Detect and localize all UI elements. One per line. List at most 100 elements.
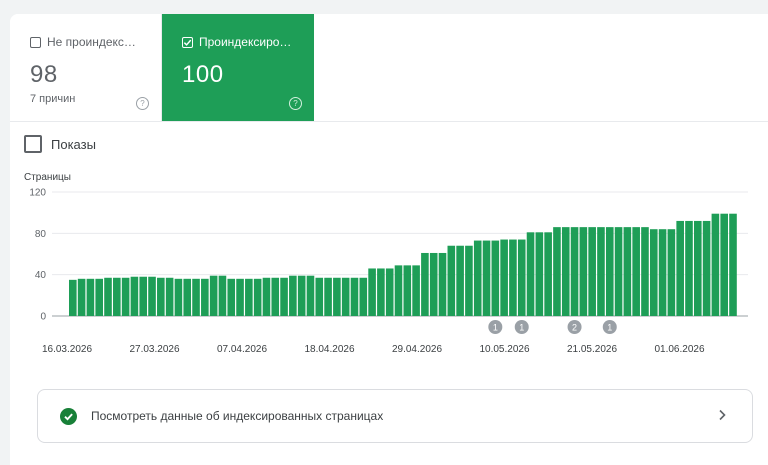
bar: [605, 227, 614, 316]
bar: [720, 213, 728, 316]
bar: [632, 227, 640, 316]
annotation-label: 1: [607, 322, 612, 332]
tab-indexed[interactable]: Проиндексирова… 100 ?: [162, 14, 314, 121]
indexed-pages-chart: 0 40 80 120 1 1 2 1 16.03.2026 27.03.2026 07.04.20…: [29, 188, 748, 355]
bar: [77, 278, 86, 316]
bar: [253, 278, 262, 316]
bar: [711, 213, 720, 316]
bar: [597, 227, 605, 316]
bar: [438, 252, 447, 316]
y-tick-label: 80: [35, 229, 47, 240]
bar: [262, 277, 271, 316]
bar: [526, 232, 535, 316]
help-icon[interactable]: ?: [289, 97, 302, 110]
bar: [658, 229, 667, 316]
chevron-right-icon: [718, 408, 726, 424]
divider: [10, 121, 768, 122]
bar: [341, 277, 350, 316]
bar: [614, 227, 623, 316]
bar: [113, 277, 121, 316]
tab-not-indexed-label: Не проиндексир…: [47, 35, 141, 49]
bar: [676, 220, 684, 316]
bar: [148, 276, 156, 316]
bar: [517, 239, 526, 316]
annotation-label: 2: [572, 322, 577, 332]
bar: [544, 232, 552, 316]
bar: [333, 277, 341, 316]
bar: [482, 240, 491, 316]
bar: [509, 239, 517, 316]
x-tick-label: 18.04.2026: [304, 344, 354, 355]
status-tabs: Не проиндексир… 98 7 причин ? Проиндекси…: [10, 14, 768, 121]
bar: [588, 227, 596, 316]
y-axis-label: Страницы: [24, 172, 71, 183]
tab-not-indexed[interactable]: Не проиндексир… 98 7 причин ?: [10, 14, 162, 121]
bar: [174, 278, 183, 316]
bar: [561, 227, 570, 316]
bar: [130, 276, 139, 316]
bar: [315, 277, 324, 316]
bar: [289, 275, 297, 316]
bar: [350, 277, 359, 316]
bar: [218, 275, 227, 316]
bar: [429, 252, 438, 316]
bar: [693, 220, 702, 316]
bar: [491, 240, 500, 316]
bar: [500, 239, 508, 316]
x-tick-label: 10.05.2026: [479, 344, 529, 355]
bar: [385, 268, 394, 316]
bar: [623, 227, 632, 316]
bar: [403, 265, 412, 316]
bar: [192, 278, 200, 316]
bar: [368, 268, 376, 316]
bar: [473, 240, 482, 316]
bar: [69, 279, 77, 316]
x-tick-label: 21.05.2026: [567, 344, 617, 355]
bar: [702, 220, 711, 316]
bar: [553, 227, 561, 316]
help-icon[interactable]: ?: [136, 97, 149, 110]
bar: [306, 275, 315, 316]
checkbox-checked-icon[interactable]: [182, 36, 193, 48]
bar: [579, 227, 588, 316]
y-tick-label: 120: [29, 188, 46, 199]
bar: [667, 229, 676, 316]
check-circle-icon: [60, 407, 77, 425]
bar: [297, 275, 306, 316]
annotation-label: 1: [519, 322, 524, 332]
bar: [465, 245, 473, 316]
bar: [227, 278, 236, 316]
bar: [377, 268, 385, 316]
impressions-toggle[interactable]: Показы: [24, 135, 96, 153]
bar: [201, 278, 209, 316]
bar: [394, 265, 403, 316]
annotation-marker: [602, 320, 617, 334]
tab-indexed-label: Проиндексирова…: [199, 35, 294, 49]
tab-indexed-value: 100: [182, 61, 224, 88]
bar: [324, 277, 332, 316]
bar: [641, 227, 649, 316]
bar: [271, 277, 280, 316]
tab-not-indexed-head: Не проиндексир…: [30, 35, 141, 49]
checkbox-icon[interactable]: [30, 36, 41, 48]
bar: [447, 245, 456, 316]
impressions-label: Показы: [51, 136, 96, 152]
x-tick-label: 01.06.2026: [654, 344, 704, 355]
tab-not-indexed-value: 98: [30, 61, 58, 88]
bar: [95, 278, 104, 316]
view-indexed-pages-label: Посмотреть данные об индексированных стр…: [91, 409, 384, 423]
view-indexed-pages-link[interactable]: Посмотреть данные об индексированных стр…: [37, 389, 753, 443]
bar: [535, 232, 544, 316]
bar: [649, 229, 658, 316]
bar: [729, 213, 737, 316]
bar: [157, 277, 165, 316]
x-tick-label: 16.03.2026: [42, 344, 92, 355]
annotation-marker: [567, 320, 582, 334]
bar: [121, 277, 130, 316]
bar: [359, 277, 368, 316]
annotation-marker: [514, 320, 529, 334]
checkbox-icon[interactable]: [24, 135, 42, 153]
x-tick-label: 29.04.2026: [392, 344, 442, 355]
bar: [86, 278, 95, 316]
annotation-label: 1: [493, 322, 498, 332]
